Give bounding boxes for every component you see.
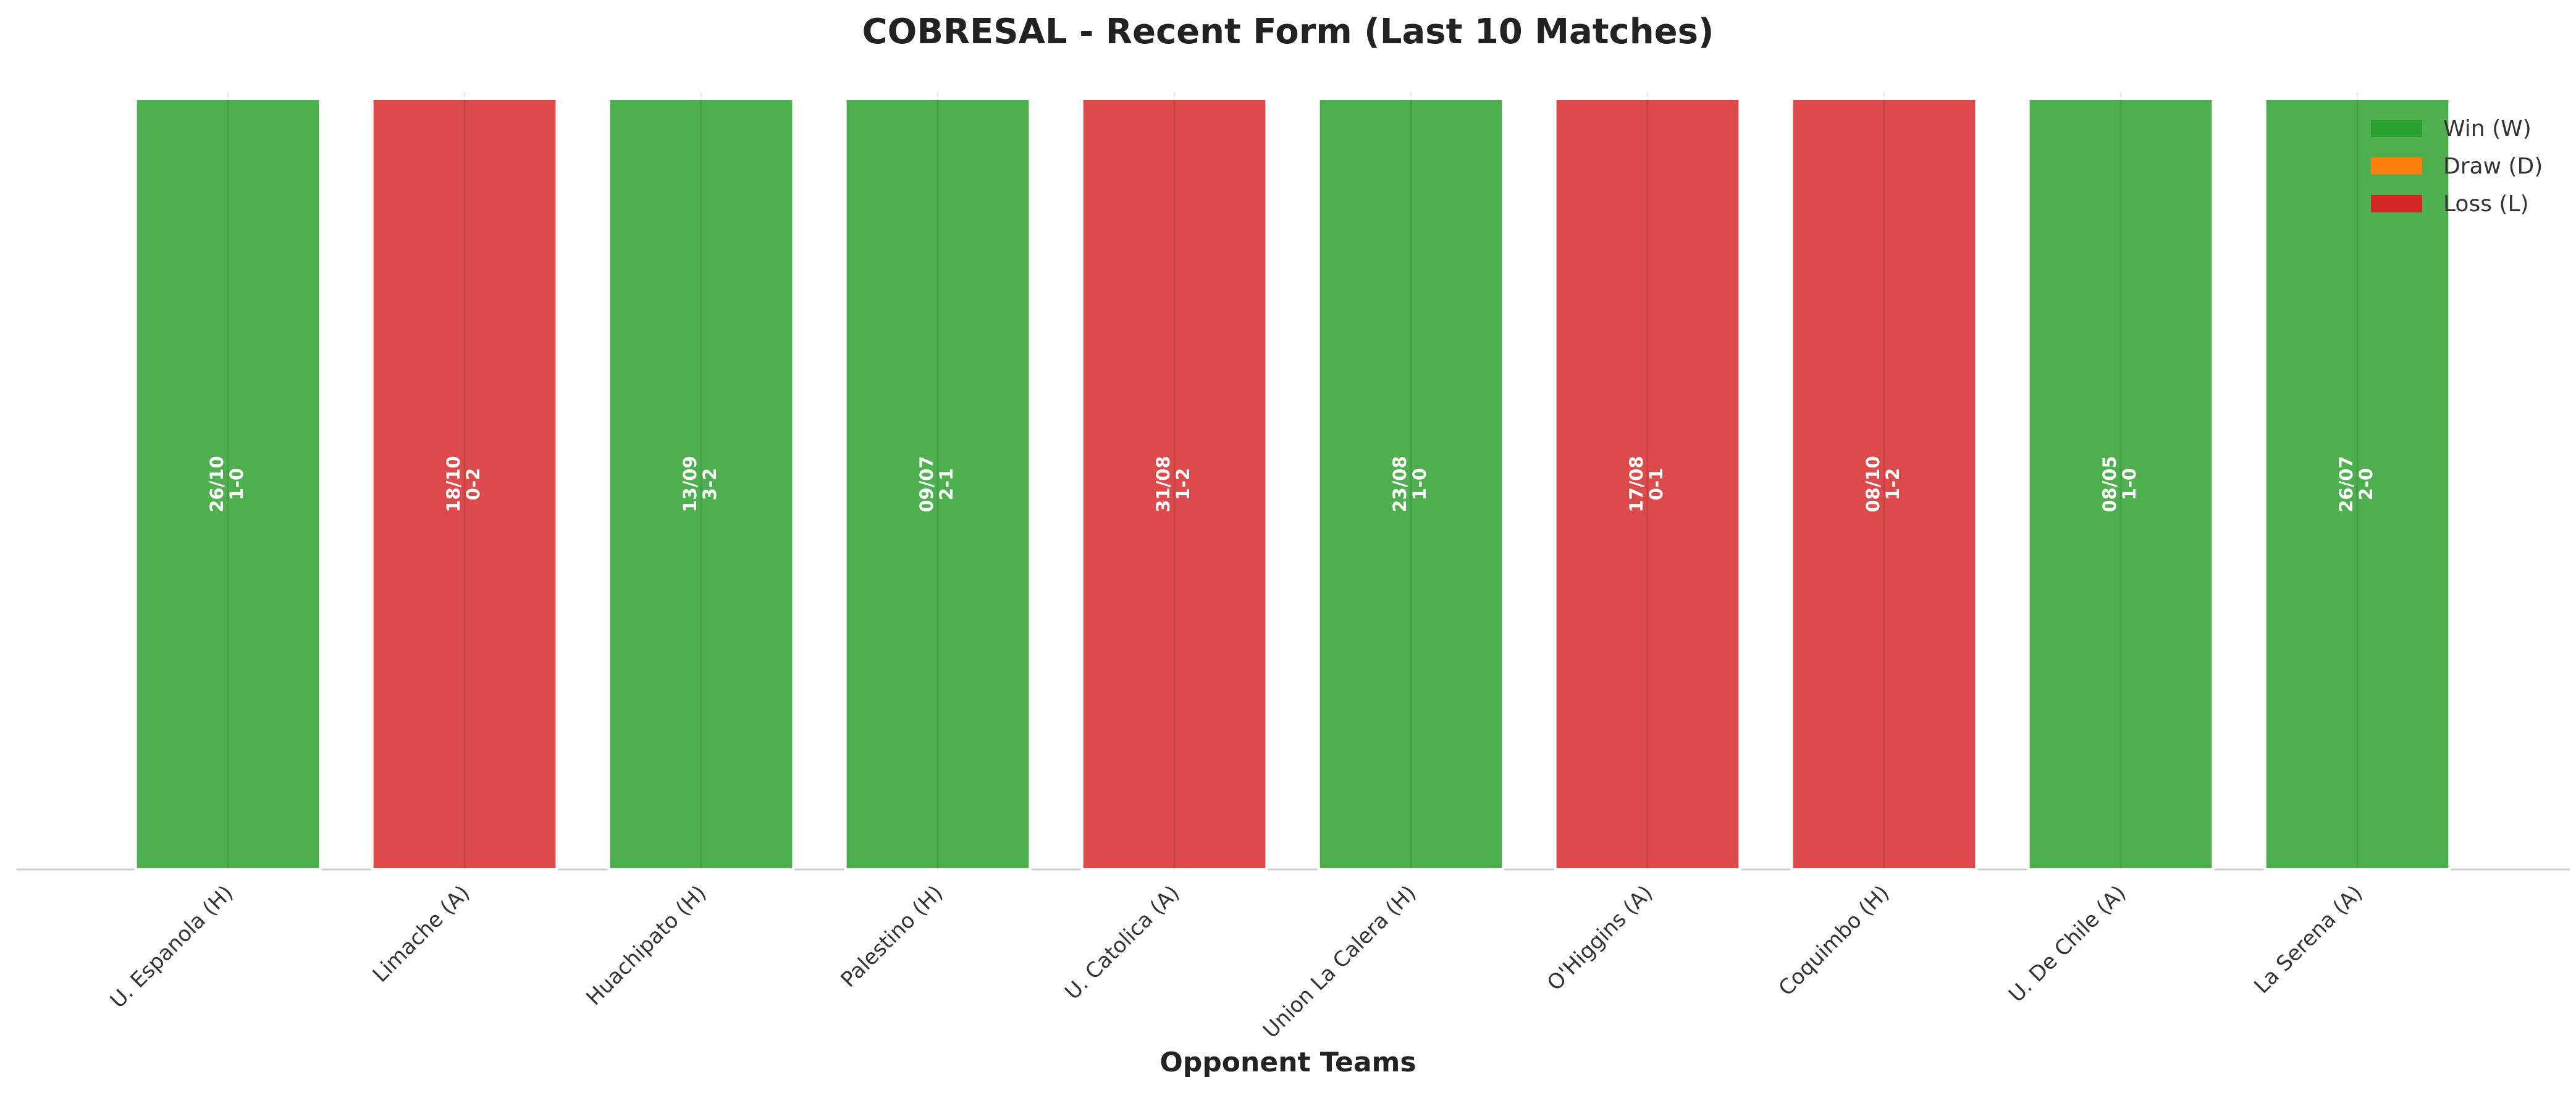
bar (134, 98, 322, 871)
bar-annotation: 31/081-2 (1153, 456, 1193, 512)
legend-label: Draw (D) (2443, 154, 2543, 179)
x-tick-label: U. Espanola (H) (106, 881, 238, 1013)
x-tick-label: La Serena (A) (2249, 881, 2367, 999)
chart-title: COBRESAL - Recent Form (Last 10 Matches) (862, 12, 1714, 52)
bar (2027, 98, 2215, 871)
annotation-date: 31/08 (1153, 456, 1174, 512)
annotation-score: 2-1 (936, 468, 957, 500)
bar (1080, 98, 1268, 871)
bar (371, 98, 558, 871)
x-tick-label: Palestino (H) (836, 881, 948, 992)
annotation-date: 08/10 (1863, 456, 1884, 512)
annotation-date: 23/08 (1389, 456, 1410, 512)
x-tick-label: U. De Chile (A) (2004, 881, 2131, 1007)
bar-annotation: 13/093-2 (680, 456, 720, 512)
legend-swatch (2371, 195, 2422, 212)
x-tick-label: Coquimbo (H) (1774, 881, 1895, 1001)
annotation-date: 09/07 (916, 456, 937, 512)
annotation-score: 0-2 (463, 468, 484, 500)
annotation-score: 1-2 (1172, 468, 1193, 500)
annotation-date: 26/07 (2336, 456, 2357, 512)
x-tick-label: U. Catolica (A) (1060, 881, 1184, 1005)
x-tick-label: Union La Calera (H) (1258, 881, 1421, 1043)
annotation-date: 17/08 (1626, 456, 1647, 512)
bar-annotation: 09/072-1 (916, 456, 957, 512)
annotation-date: 13/09 (680, 456, 701, 512)
x-tick-label: Limache (A) (368, 881, 475, 987)
bar (1317, 98, 1505, 871)
bar (607, 98, 795, 871)
bar-annotation: 23/081-0 (1389, 456, 1430, 512)
annotation-date: 26/10 (206, 456, 227, 512)
bar-annotation: 08/051-0 (2099, 456, 2140, 512)
annotation-score: 1-2 (1882, 468, 1903, 500)
bar (844, 98, 1032, 871)
bar-annotation: 26/101-0 (206, 456, 247, 512)
annotation-score: 0-1 (1646, 468, 1667, 500)
x-tick-label: Huachipato (H) (581, 881, 711, 1010)
bar-annotation: 17/080-1 (1626, 456, 1667, 512)
legend-label: Win (W) (2443, 116, 2532, 141)
x-tick-label: O'Higgins (A) (1543, 881, 1657, 995)
bar (1790, 98, 1978, 871)
legend-swatch (2371, 157, 2422, 175)
annotation-score: 2-0 (2355, 468, 2376, 500)
bar (2263, 98, 2451, 871)
legend-label: Loss (L) (2443, 191, 2529, 217)
bar-annotation: 26/072-0 (2336, 456, 2376, 512)
annotation-date: 08/05 (2099, 456, 2120, 512)
annotation-date: 18/10 (443, 456, 464, 512)
annotation-score: 1-0 (226, 468, 247, 500)
annotation-score: 1-0 (2119, 468, 2140, 500)
annotation-score: 3-2 (699, 468, 720, 500)
bar (1554, 98, 1741, 871)
bar-annotation: 08/101-2 (1863, 456, 1903, 512)
annotation-score: 1-0 (1409, 468, 1430, 500)
bar-annotation: 18/100-2 (443, 456, 484, 512)
legend-swatch (2371, 120, 2422, 137)
x-axis-label: Opponent Teams (1160, 1047, 1416, 1078)
